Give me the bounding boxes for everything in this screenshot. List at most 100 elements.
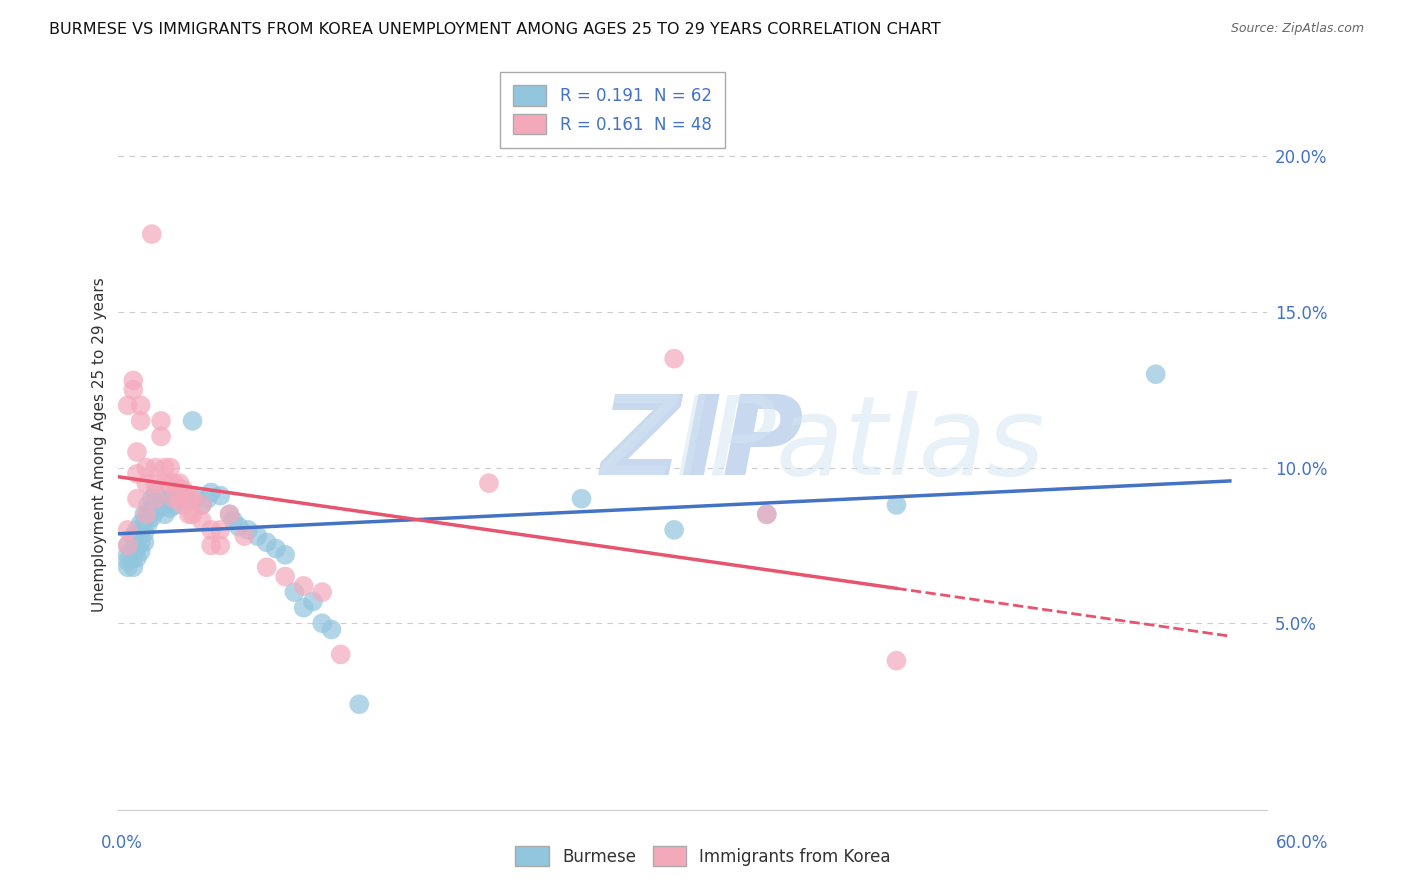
Legend: R = 0.191  N = 62, R = 0.161  N = 48: R = 0.191 N = 62, R = 0.161 N = 48 <box>499 72 725 148</box>
Point <box>125 445 148 459</box>
Point <box>200 485 222 500</box>
Point <box>159 476 181 491</box>
Point <box>571 491 593 506</box>
Point <box>145 460 167 475</box>
Point <box>163 476 186 491</box>
Point <box>129 535 152 549</box>
Point <box>222 514 245 528</box>
Point <box>134 516 156 531</box>
Point <box>117 538 139 552</box>
Point <box>117 554 139 568</box>
Point <box>153 498 176 512</box>
Point <box>886 654 908 668</box>
Point <box>321 623 343 637</box>
Point <box>125 523 148 537</box>
Point <box>200 523 222 537</box>
Legend: Burmese, Immigrants from Korea: Burmese, Immigrants from Korea <box>509 839 897 873</box>
Point <box>125 550 148 565</box>
Point <box>181 508 204 522</box>
Point <box>218 508 240 522</box>
Point <box>141 227 163 241</box>
Point <box>153 460 176 475</box>
Point <box>135 460 157 475</box>
Point <box>117 523 139 537</box>
Point <box>174 491 197 506</box>
Point <box>117 548 139 562</box>
Point <box>186 491 208 506</box>
Text: 0.0%: 0.0% <box>101 834 143 852</box>
Point <box>145 495 167 509</box>
Point <box>129 516 152 531</box>
Point <box>172 483 194 497</box>
Point <box>218 508 240 522</box>
Point <box>145 485 167 500</box>
Point <box>311 616 333 631</box>
Point <box>122 383 145 397</box>
Point <box>1144 367 1167 381</box>
Point <box>256 535 278 549</box>
Point <box>122 541 145 556</box>
Point <box>302 594 325 608</box>
Point <box>145 491 167 506</box>
Point <box>135 508 157 522</box>
Point <box>129 398 152 412</box>
Point <box>283 585 305 599</box>
Point <box>169 491 191 506</box>
Point <box>169 491 191 506</box>
Point <box>117 398 139 412</box>
Point <box>145 476 167 491</box>
Point <box>117 538 139 552</box>
Point <box>136 516 159 531</box>
Point <box>159 460 181 475</box>
Point <box>159 501 181 516</box>
Text: ZIP: ZIP <box>600 391 804 498</box>
Point <box>136 498 159 512</box>
Text: ZIPatlas: ZIPatlas <box>600 391 1045 498</box>
Point <box>141 501 163 516</box>
Point <box>662 351 685 366</box>
Point <box>125 532 148 546</box>
Point <box>135 476 157 491</box>
Point <box>329 648 352 662</box>
Point <box>141 510 163 524</box>
Point <box>886 498 908 512</box>
Point <box>125 541 148 556</box>
Point <box>169 476 191 491</box>
Point <box>134 508 156 522</box>
Point <box>117 560 139 574</box>
Point <box>129 526 152 541</box>
Text: BURMESE VS IMMIGRANTS FROM KOREA UNEMPLOYMENT AMONG AGES 25 TO 29 YEARS CORRELAT: BURMESE VS IMMIGRANTS FROM KOREA UNEMPLO… <box>49 22 941 37</box>
Point <box>129 544 152 558</box>
Point <box>163 498 186 512</box>
Point <box>148 491 170 506</box>
Point <box>662 523 685 537</box>
Point <box>141 491 163 506</box>
Point <box>236 523 259 537</box>
Point <box>159 491 181 506</box>
Text: 60.0%: 60.0% <box>1277 834 1329 852</box>
Point <box>264 541 287 556</box>
Point <box>122 529 145 543</box>
Point <box>233 529 256 543</box>
Point <box>177 508 200 522</box>
Point <box>191 498 214 512</box>
Point <box>153 508 176 522</box>
Point <box>181 491 204 506</box>
Point <box>150 429 173 443</box>
Point <box>292 579 315 593</box>
Point <box>311 585 333 599</box>
Point <box>150 414 173 428</box>
Point <box>163 491 186 506</box>
Point <box>148 501 170 516</box>
Point <box>209 523 232 537</box>
Point <box>349 698 371 712</box>
Point <box>478 476 501 491</box>
Point <box>755 508 778 522</box>
Point <box>228 520 250 534</box>
Point <box>246 529 269 543</box>
Point <box>136 508 159 522</box>
Point <box>274 569 297 583</box>
Point <box>181 414 204 428</box>
Point <box>163 489 186 503</box>
Point <box>755 508 778 522</box>
